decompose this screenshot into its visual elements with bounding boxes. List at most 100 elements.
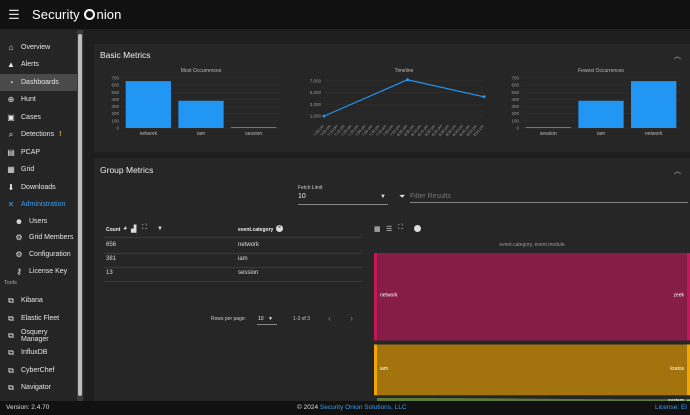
key-icon: ⚷ [16,266,22,276]
pie-chart-icon[interactable]: ◕ [123,225,128,232]
bar-network[interactable] [631,81,677,128]
rows-per-page-select[interactable]: 10 [258,316,264,322]
sankey-node-kratos[interactable] [687,344,690,396]
timeline-series-line [323,79,485,117]
sankey-node-label: iam [380,366,388,372]
users-icon: ☻ [14,216,24,226]
sidebar-item-configuration[interactable]: ⚙ Configuration [0,246,77,263]
table-cell-event-category[interactable]: network [238,242,260,248]
bar-iam[interactable] [178,100,224,128]
bar-network[interactable] [125,81,171,128]
sidebar-item-label: Hunt [21,96,36,103]
sankey-link-network[interactable] [377,253,687,341]
rows-per-page-label: Rows per page: [211,316,247,322]
add-field-icon[interactable] [414,225,421,232]
tool-link-osquery-manager[interactable]: ⧉ Osquery Manager [0,327,77,344]
sidebar-scrollbar-thumb[interactable] [78,34,82,396]
x-tick-label: network [140,131,158,137]
collapse-basic-metrics-icon[interactable]: ︿ [674,53,681,60]
x-tick-label: network [645,131,663,137]
list-view-icon[interactable]: ☰ [386,226,393,233]
timeline-point[interactable] [405,78,409,82]
sidebar-item-detections[interactable]: ⌕ Detections! [0,126,77,143]
company-link[interactable]: Security Onion Solutions, LLC [319,404,407,411]
y-tick-label: 3,000 [310,102,322,107]
sidebar-item-downloads[interactable]: ⬇ Downloads [0,179,77,196]
wrench-icon: ✕ [7,199,15,209]
chart-title: Timeline [395,68,414,74]
pagination-range: 1-3 of 3 [293,316,310,322]
x-tick-label: 8:10 pm [410,124,422,137]
count-column-header[interactable]: Count [106,227,121,233]
sankey-fullscreen-icon[interactable]: ⛶ [398,224,403,231]
y-tick-label: 300 [511,104,519,109]
x-tick-label: 8:55 pm [473,124,485,137]
sankey-node-network[interactable] [374,253,377,341]
sankey-node-system[interactable] [687,399,690,401]
sidebar-item-grid[interactable]: ▦ Grid [0,161,77,178]
sidebar-item-pcap[interactable]: ▤ PCAP [0,144,77,161]
tool-link-label: Elastic Fleet [21,315,60,322]
most-occurrences-chart: Most Occurrences 0 100 200 300 400 500 600 700 ne… [111,68,280,137]
sidebar-item-dashboards[interactable]: ◔ Dashboards [0,74,77,91]
x-tick-label: 7:10 pm [327,124,339,137]
basic-metrics-title: Basic Metrics [100,50,151,60]
table-cell-event-category[interactable]: session [238,270,259,276]
x-tick-label: 7:20 pm [341,124,353,137]
timeline-point[interactable] [482,95,486,99]
rows-per-page-dropdown-icon[interactable]: ▼ [268,316,273,322]
sidebar-item-grid-members[interactable]: ⚙ Grid Members [0,229,77,246]
bar-session[interactable] [525,127,571,128]
tool-link-label: InfluxDB [21,349,48,356]
event-category-column-header[interactable]: event.category [238,227,274,233]
sankey-node-zeek[interactable] [687,253,690,341]
fullscreen-icon[interactable]: ⛶ [142,224,147,231]
sidebar-item-overview[interactable]: ⌂ Overview [0,39,77,56]
sidebar-item-hunt[interactable]: ⊕ Hunt [0,91,77,108]
sidebar-item-label: Detections [21,131,55,138]
chart-title: Most Occurrences [181,68,222,74]
sidebar-item-users[interactable]: ☻ Users [0,213,77,230]
sankey-link-session[interactable] [377,398,687,401]
external-link-icon: ⧉ [8,330,14,340]
table-view-icon[interactable]: ▦ [374,226,381,233]
next-page-icon[interactable]: › [350,313,353,323]
prev-page-icon[interactable]: ‹ [328,313,331,323]
x-tick-label: 8:30 pm [438,124,450,137]
tool-link-cyberchef[interactable]: ⧉ CyberChef [0,362,77,379]
x-tick-label: 8:00 pm [396,124,408,137]
tool-link-elastic-fleet[interactable]: ⧉ Elastic Fleet [0,310,77,327]
fetch-limit-select[interactable]: 10 [298,193,306,200]
bar-session[interactable] [231,127,277,128]
tool-link-influxdb[interactable]: ⧉ InfluxDB [0,344,77,361]
bar-iam[interactable] [578,100,624,128]
filter-results-input[interactable] [410,191,688,203]
tool-link-label: CyberChef [21,367,55,374]
chevron-down-icon[interactable]: ▼ [157,226,163,232]
bar-chart-icon[interactable]: ▟ [131,226,137,233]
x-tick-label: 8:40 pm [452,124,464,137]
sankey-link-iam[interactable] [377,344,687,396]
x-tick-label: session [540,131,557,137]
x-tick-label: 8:45 pm [459,124,471,137]
x-tick-label: 7:25 pm [348,124,360,137]
rows-per-page-underline [257,324,277,325]
collapse-group-metrics-icon[interactable]: ︿ [674,168,681,175]
sidebar-item-license-key[interactable]: ⚷ License Key [0,263,77,280]
sidebar-item-administration[interactable]: ✕ Administration [0,196,77,213]
sankey-node-iam[interactable] [374,344,377,396]
sidebar-item-label: Grid Members [29,234,74,241]
hamburger-menu-icon[interactable]: ☰ [8,6,20,22]
tool-link-navigator[interactable]: ⧉ Navigator [0,379,77,396]
timeline-point[interactable] [322,114,326,118]
sankey-title: event.category, event.module [499,242,565,248]
sidebar-item-alerts[interactable]: ▲ Alerts [0,56,77,73]
remove-field-icon[interactable]: × [276,225,283,232]
x-tick-label: 7:55 pm [389,124,401,137]
table-cell-event-category[interactable]: iam [238,256,248,262]
tool-link-kibana[interactable]: ⧉ Kibana [0,292,77,309]
bell-icon: ▲ [7,59,15,69]
license-link[interactable]: License: El [655,404,687,411]
fetch-limit-dropdown-icon[interactable]: ▼ [380,194,386,200]
sidebar-item-cases[interactable]: ▣ Cases [0,109,77,126]
